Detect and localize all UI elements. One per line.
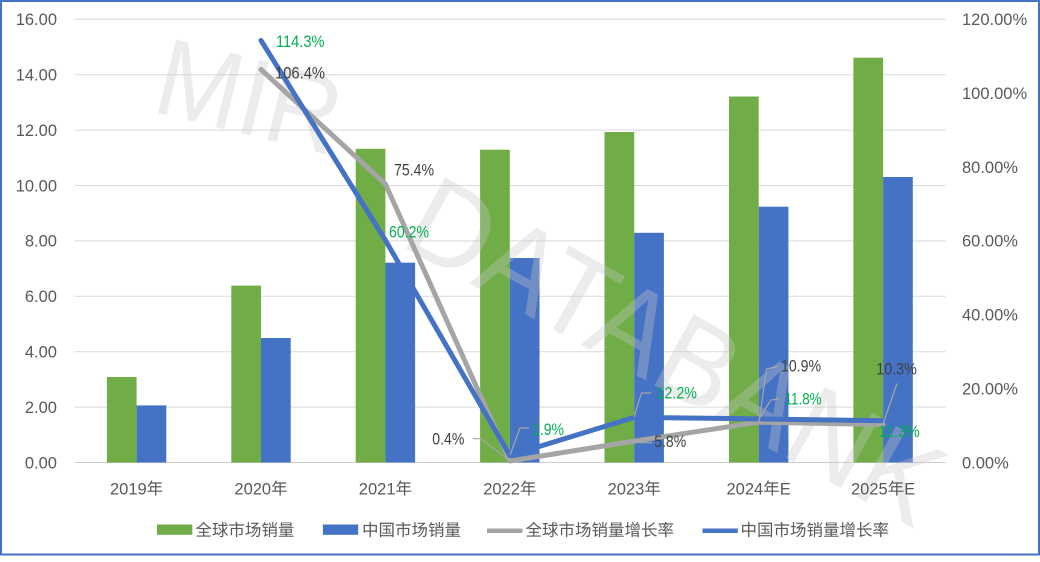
svg-text:4.00: 4.00 xyxy=(25,344,57,362)
svg-text:E: E xyxy=(904,480,915,498)
svg-text:100.00%: 100.00% xyxy=(962,85,1027,103)
svg-text:8.00: 8.00 xyxy=(25,233,57,251)
svg-text:60.00%: 60.00% xyxy=(962,233,1018,251)
svg-text:5.8%: 5.8% xyxy=(654,433,686,451)
svg-text:0.00: 0.00 xyxy=(25,454,57,472)
svg-text:2025: 2025 xyxy=(851,480,888,498)
svg-text:10.9%: 10.9% xyxy=(781,358,821,376)
svg-text:2.00: 2.00 xyxy=(25,399,57,417)
svg-text:E: E xyxy=(780,480,791,498)
svg-text:80.00%: 80.00% xyxy=(962,159,1018,177)
svg-text:0.00%: 0.00% xyxy=(962,454,1009,472)
svg-text:2019: 2019 xyxy=(110,480,147,498)
svg-text:2020: 2020 xyxy=(234,480,271,498)
svg-text:0.4%: 0.4% xyxy=(432,431,464,449)
svg-text:2021: 2021 xyxy=(359,480,396,498)
svg-text:6.00: 6.00 xyxy=(25,288,57,306)
svg-text:1.9%: 1.9% xyxy=(532,421,564,439)
svg-text:16.00: 16.00 xyxy=(16,11,57,29)
svg-text:11.3%: 11.3% xyxy=(878,423,920,441)
svg-text:11.8%: 11.8% xyxy=(785,391,822,409)
svg-text:106.4%: 106.4% xyxy=(275,64,325,82)
svg-text:75.4%: 75.4% xyxy=(394,161,434,179)
svg-text:14.00: 14.00 xyxy=(16,67,57,85)
svg-text:2023: 2023 xyxy=(608,480,645,498)
svg-text:12.2%: 12.2% xyxy=(657,385,698,403)
svg-text:40.00%: 40.00% xyxy=(962,307,1018,325)
svg-text:2024: 2024 xyxy=(727,480,764,498)
svg-text:10.3%: 10.3% xyxy=(876,361,917,379)
svg-text:114.3%: 114.3% xyxy=(276,33,325,51)
svg-text:120.00%: 120.00% xyxy=(962,11,1027,29)
svg-text:12.00: 12.00 xyxy=(16,122,57,140)
svg-text:2022: 2022 xyxy=(483,480,520,498)
svg-text:20.00%: 20.00% xyxy=(962,380,1018,398)
svg-text:10.00: 10.00 xyxy=(16,177,57,195)
svg-text:60.2%: 60.2% xyxy=(389,223,429,241)
